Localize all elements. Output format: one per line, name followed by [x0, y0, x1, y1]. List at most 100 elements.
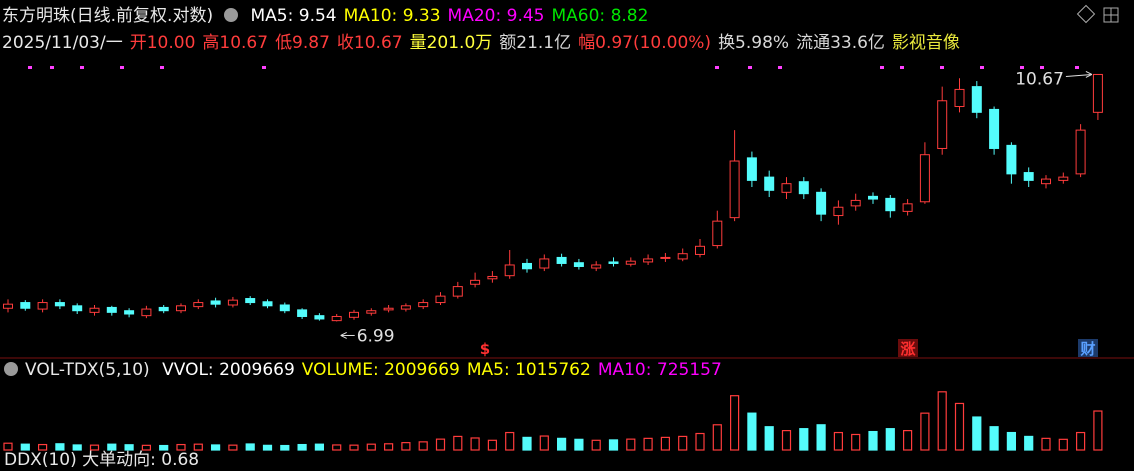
candle-body: [106, 306, 117, 313]
candle-body: [885, 197, 896, 212]
candle-body: [279, 304, 290, 312]
volume-bar: [280, 444, 290, 451]
candle-body: [919, 154, 930, 203]
legend-value: 8.82: [599, 6, 648, 26]
candle-body: [1041, 178, 1051, 185]
toggle-icon[interactable]: [224, 8, 239, 22]
legend-value: 725157: [646, 360, 722, 380]
volume-bar: [470, 437, 480, 451]
volume-bar: [643, 437, 653, 451]
legend-name: VVOL: [162, 360, 208, 380]
signal-dot: [1020, 66, 1024, 69]
candle-body: [245, 298, 256, 304]
legend-entry: VOLUME2009669: [302, 360, 460, 380]
candle-body: [868, 195, 878, 200]
volume-bar: [764, 426, 774, 451]
signal-dot: [120, 66, 124, 69]
legend-value: 1015762: [504, 360, 591, 380]
candle-body: [608, 261, 619, 264]
volume-bar: [245, 443, 255, 451]
candle-body: [435, 295, 446, 304]
legend-name: VOLUME: [301, 360, 373, 380]
candle-body: [124, 310, 135, 315]
volume-bar: [1041, 437, 1051, 451]
volume-bar: [1058, 438, 1068, 451]
candle-body: [798, 181, 809, 195]
quote-item: 低9.87: [275, 33, 330, 53]
candle-body: [1075, 129, 1086, 175]
toggle-icon[interactable]: [4, 362, 18, 376]
indicator-footer: DDX(10) 大单动向: 0.68: [4, 450, 200, 470]
signal-dot: [80, 66, 84, 69]
volume-bar: [539, 435, 549, 451]
candle-body: [816, 191, 827, 215]
header-line: 东方明珠(日线.前复权.对数) MA59.54MA109.33MA209.45M…: [2, 5, 655, 27]
candle-body: [539, 258, 550, 269]
event-marker-box: [898, 339, 918, 357]
candle-body: [210, 300, 221, 305]
candle-body: [297, 309, 308, 317]
quote-item: 高10.67: [202, 33, 269, 53]
legend-name: MA5: [250, 6, 288, 26]
volume-bar: [176, 443, 186, 451]
volume-bar: [678, 435, 688, 451]
signal-dot: [1040, 66, 1044, 69]
legend-value: 9.33: [392, 6, 441, 26]
volume-bar: [799, 428, 809, 451]
event-marker: $: [480, 340, 490, 358]
candle-body: [591, 264, 602, 269]
volume-bar: [868, 430, 878, 451]
legend-name: MA20: [447, 6, 496, 26]
candle-body: [989, 108, 1000, 149]
signal-dot: [1075, 66, 1079, 69]
volume-bar: [972, 416, 982, 451]
volume-bar: [418, 441, 428, 451]
volume-bar: [712, 424, 722, 451]
volume-bar: [591, 439, 601, 451]
max-arrow-head: [1085, 71, 1093, 78]
volume-bar: [89, 444, 100, 451]
candle-body: [54, 302, 65, 307]
quote-item: 2025/11/03/一: [2, 33, 123, 53]
candle-body: [712, 220, 723, 247]
candle-body: [573, 262, 584, 267]
stock-title: 东方明珠(日线.前复权.对数): [2, 6, 214, 26]
candle-body: [954, 88, 965, 108]
quote-item: 额21.1亿: [499, 33, 572, 53]
diamond-icon[interactable]: [1076, 4, 1096, 24]
volume-bar: [816, 424, 826, 451]
volume-bar: [435, 438, 446, 451]
candle-body: [383, 307, 394, 311]
volume-bar: [1093, 410, 1103, 451]
candle-body: [37, 302, 48, 310]
candle-body: [1023, 172, 1034, 181]
signal-dot: [748, 66, 752, 69]
signal-dot: [880, 66, 884, 69]
volume-bar: [626, 438, 636, 451]
candle-body: [193, 302, 204, 308]
signal-dot: [50, 66, 54, 69]
candle-body: [3, 303, 13, 309]
legend-name: MA10: [343, 6, 392, 26]
volume-bar: [193, 443, 203, 451]
volume-bar: [384, 443, 394, 451]
event-marker: 涨: [900, 340, 915, 358]
legend-value: 9.54: [288, 6, 337, 26]
candle-body: [937, 100, 948, 149]
volume-bar: [314, 443, 324, 451]
volume-bar: [211, 444, 221, 451]
event-marker: 财: [1080, 340, 1095, 358]
candle-body: [176, 305, 186, 312]
volume-bar: [55, 443, 65, 451]
volume-header: VOL-TDX(5,10) VVOL2009669VOLUME2009669MA…: [4, 359, 729, 381]
legend-entry: MA608.82: [551, 6, 648, 26]
candle-body: [902, 203, 913, 212]
volume-bar: [453, 435, 463, 451]
candle-body: [522, 262, 532, 270]
candle-body: [781, 183, 792, 193]
candle-body: [158, 306, 169, 312]
volume-bar: [522, 436, 532, 451]
quote-item: 换5.98%: [718, 33, 790, 53]
volume-bar: [902, 430, 913, 451]
volume-bar: [608, 439, 619, 451]
